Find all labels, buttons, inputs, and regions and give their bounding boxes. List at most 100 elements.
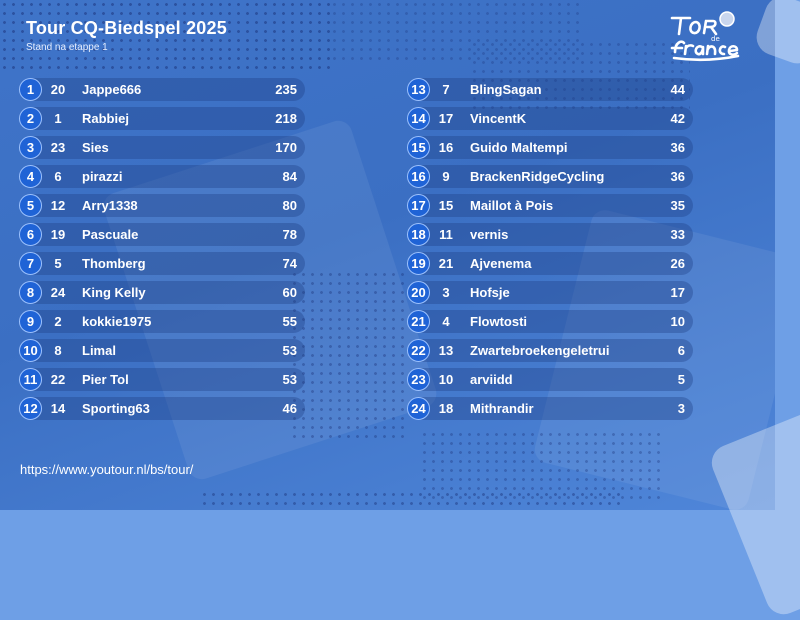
previous-rank: 14 xyxy=(50,401,66,416)
player-name: kokkie1975 xyxy=(82,314,152,329)
player-points: 84 xyxy=(282,169,297,184)
footer-url[interactable]: https://www.youtour.nl/bs/tour/ xyxy=(20,462,194,477)
previous-rank: 22 xyxy=(50,372,66,387)
player-name: Maillot à Pois xyxy=(470,198,554,213)
tour-de-france-logo-icon: de xyxy=(670,11,740,62)
previous-rank: 24 xyxy=(50,285,66,300)
standings-row: 5 12 Arry1338 80 xyxy=(19,194,305,217)
player-points: 60 xyxy=(282,285,297,300)
player-name: vernis xyxy=(470,227,509,242)
player-points: 36 xyxy=(670,169,685,184)
rank-badge: 23 xyxy=(407,368,430,391)
previous-rank: 11 xyxy=(439,227,453,242)
player-points: 74 xyxy=(282,256,297,271)
player-points: 17 xyxy=(670,285,685,300)
player-points: 5 xyxy=(677,372,685,387)
player-name: Flowtosti xyxy=(470,314,528,329)
bg-dots xyxy=(290,270,410,440)
rank-badge: 21 xyxy=(407,310,430,333)
rank-badge: 11 xyxy=(19,368,42,391)
bg-dots xyxy=(330,0,580,60)
player-points: 36 xyxy=(670,140,685,155)
previous-rank: 4 xyxy=(442,314,450,329)
standings-row: 8 24 King Kelly 60 xyxy=(19,281,305,304)
previous-rank: 2 xyxy=(54,314,62,329)
previous-rank: 19 xyxy=(50,227,66,242)
previous-rank: 17 xyxy=(438,111,454,126)
player-name: BlingSagan xyxy=(470,82,542,97)
previous-rank: 7 xyxy=(442,82,450,97)
player-name: Ajvenema xyxy=(470,256,532,271)
standings-row: 20 3 Hofsje 17 xyxy=(407,281,693,304)
previous-rank: 8 xyxy=(54,343,62,358)
standings-row: 23 10 arviidd 5 xyxy=(407,368,693,391)
rank-badge: 2 xyxy=(19,107,42,130)
previous-rank: 16 xyxy=(438,140,454,155)
player-name: VincentK xyxy=(470,111,527,126)
previous-rank: 18 xyxy=(438,401,454,416)
svg-text:de: de xyxy=(711,35,720,43)
previous-rank: 6 xyxy=(54,169,62,184)
standings-row: 17 15 Maillot à Pois 35 xyxy=(407,194,693,217)
player-points: 35 xyxy=(670,198,685,213)
player-name: Mithrandir xyxy=(470,401,534,416)
page-title: Tour CQ-Biedspel 2025 xyxy=(26,18,227,38)
standings-row: 18 11 vernis 33 xyxy=(407,223,693,246)
previous-rank: 10 xyxy=(438,372,454,387)
player-name: arviidd xyxy=(470,372,513,387)
rank-badge: 6 xyxy=(19,223,42,246)
player-points: 33 xyxy=(670,227,685,242)
rank-badge: 20 xyxy=(407,281,430,304)
player-name: BrackenRidgeCycling xyxy=(470,169,605,184)
standings-row: 16 9 BrackenRidgeCycling 36 xyxy=(407,165,693,188)
rank-badge: 16 xyxy=(407,165,430,188)
standings-row: 6 19 Pascuale 78 xyxy=(19,223,305,246)
player-points: 44 xyxy=(670,82,685,97)
player-name: Pascuale xyxy=(82,227,139,242)
standings-row: 10 8 Limal 53 xyxy=(19,339,305,362)
previous-rank: 15 xyxy=(438,198,454,213)
standings-row: 12 14 Sporting63 46 xyxy=(19,397,305,420)
player-points: 42 xyxy=(670,111,685,126)
player-points: 53 xyxy=(282,372,297,387)
rank-badge: 12 xyxy=(19,397,42,420)
rank-badge: 17 xyxy=(407,194,430,217)
standings-row: 4 6 pirazzi 84 xyxy=(19,165,305,188)
rank-badge: 14 xyxy=(407,107,430,130)
rank-badge: 3 xyxy=(19,136,42,159)
rank-badge: 24 xyxy=(407,397,430,420)
standings-row: 22 13 Zwartebroekengeletrui 6 xyxy=(407,339,693,362)
player-name: Sporting63 xyxy=(82,401,150,416)
player-points: 53 xyxy=(282,343,297,358)
player-points: 6 xyxy=(677,343,685,358)
player-name: Zwartebroekengeletrui xyxy=(470,343,610,358)
rank-badge: 8 xyxy=(19,281,42,304)
rank-badge: 9 xyxy=(19,310,42,333)
player-name: Sies xyxy=(82,140,109,155)
player-name: Arry1338 xyxy=(82,198,138,213)
rank-badge: 22 xyxy=(407,339,430,362)
player-points: 55 xyxy=(282,314,297,329)
rank-badge: 15 xyxy=(407,136,430,159)
player-points: 10 xyxy=(670,314,685,329)
previous-rank: 23 xyxy=(50,140,66,155)
standings-column-left: 1 20 Jappe666 235 2 1 Rabbiej 218 3 23 Sies 170 4 6 pi… xyxy=(19,78,305,426)
previous-rank: 12 xyxy=(50,198,66,213)
standings-card: Tour CQ-Biedspel 2025 Stand na etappe 1 … xyxy=(0,0,775,510)
player-points: 80 xyxy=(282,198,297,213)
player-points: 26 xyxy=(670,256,685,271)
standings-row: 3 23 Sies 170 xyxy=(19,136,305,159)
standings-row: 19 21 Ajvenema 26 xyxy=(407,252,693,275)
rank-badge: 5 xyxy=(19,194,42,217)
player-points: 3 xyxy=(677,401,685,416)
standings-row: 9 2 kokkie1975 55 xyxy=(19,310,305,333)
standings-row: 1 20 Jappe666 235 xyxy=(19,78,305,101)
previous-rank: 9 xyxy=(442,169,450,184)
player-points: 218 xyxy=(275,111,297,126)
standings-row: 15 16 Guido Maltempi 36 xyxy=(407,136,693,159)
player-points: 78 xyxy=(282,227,297,242)
rank-badge: 19 xyxy=(407,252,430,275)
rank-badge: 7 xyxy=(19,252,42,275)
player-name: Thomberg xyxy=(82,256,146,271)
standings-row: 24 18 Mithrandir 3 xyxy=(407,397,693,420)
